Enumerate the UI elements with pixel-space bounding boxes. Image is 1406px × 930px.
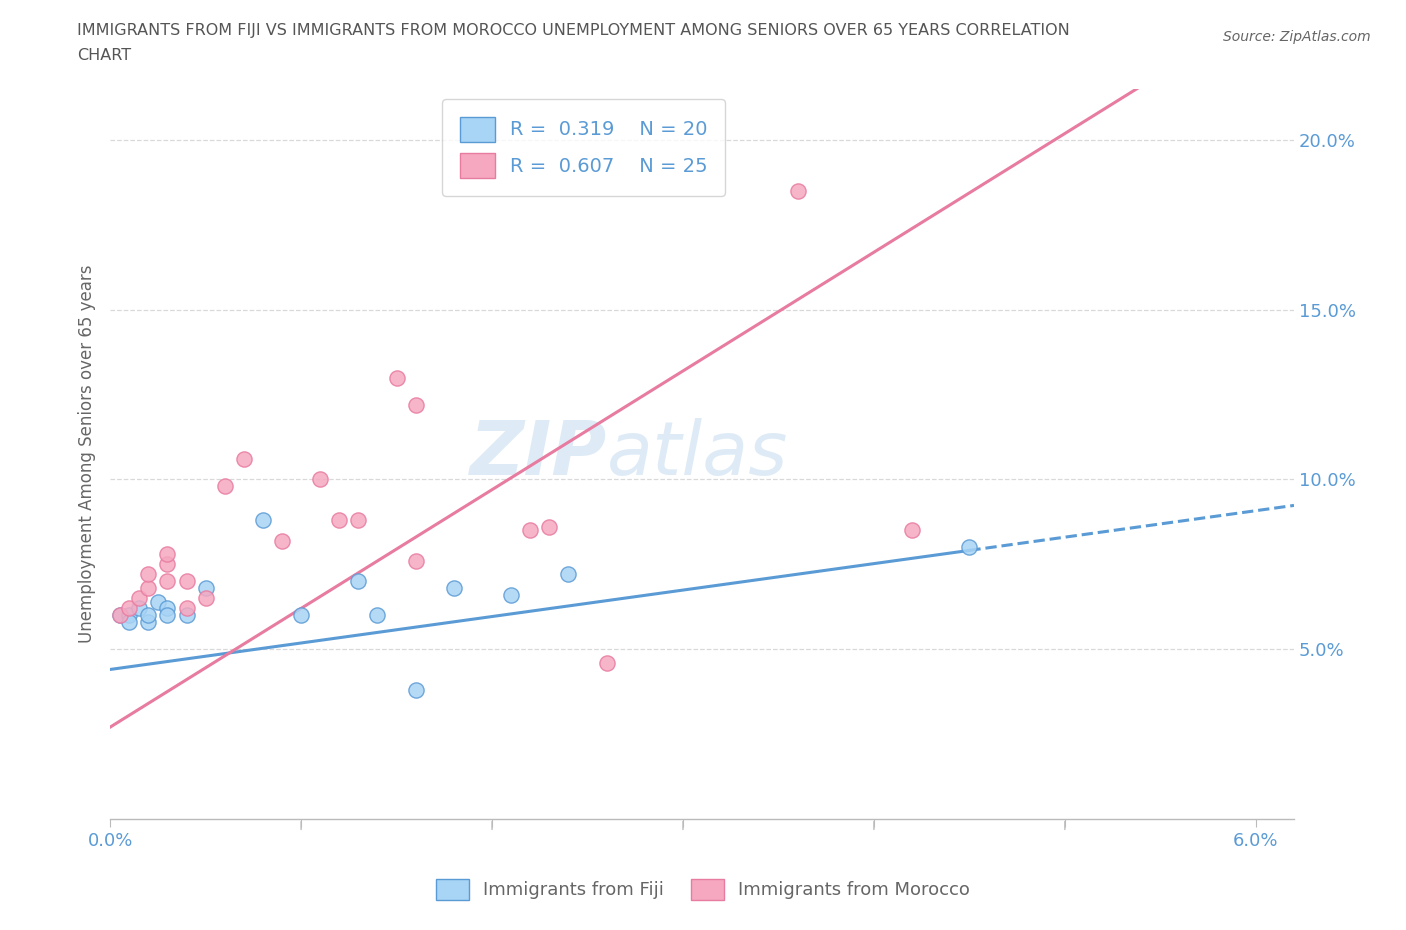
Point: [309, 472, 332, 487]
Point: [443, 580, 465, 595]
Point: [252, 512, 274, 527]
Point: [156, 557, 179, 572]
Point: [957, 540, 980, 555]
Point: [328, 512, 350, 527]
Point: [138, 567, 160, 582]
Text: ZIP: ZIP: [470, 418, 607, 490]
Legend: Immigrants from Fiji, Immigrants from Morocco: Immigrants from Fiji, Immigrants from Mo…: [429, 871, 977, 907]
Point: [405, 553, 427, 568]
Point: [128, 591, 150, 605]
Point: [118, 607, 141, 622]
Point: [176, 601, 198, 616]
Y-axis label: Unemployment Among Seniors over 65 years: Unemployment Among Seniors over 65 years: [79, 265, 96, 644]
Point: [405, 397, 427, 412]
Point: [519, 523, 541, 538]
Point: [385, 370, 408, 385]
Point: [271, 533, 294, 548]
Point: [194, 580, 217, 595]
Point: [405, 683, 427, 698]
Point: [156, 607, 179, 622]
Point: [118, 601, 141, 616]
Point: [347, 574, 370, 589]
Point: [901, 523, 924, 538]
Legend: R =  0.319    N = 20, R =  0.607    N = 25: R = 0.319 N = 20, R = 0.607 N = 25: [441, 100, 725, 195]
Point: [176, 574, 198, 589]
Point: [108, 607, 131, 622]
Point: [156, 574, 179, 589]
Point: [146, 594, 169, 609]
Point: [786, 184, 808, 199]
Text: atlas: atlas: [607, 418, 789, 490]
Point: [214, 479, 236, 494]
Point: [138, 615, 160, 630]
Point: [347, 512, 370, 527]
Text: CHART: CHART: [77, 48, 131, 63]
Text: Source: ZipAtlas.com: Source: ZipAtlas.com: [1223, 30, 1371, 44]
Point: [138, 580, 160, 595]
Point: [156, 547, 179, 562]
Point: [194, 591, 217, 605]
Point: [118, 615, 141, 630]
Point: [156, 601, 179, 616]
Point: [538, 520, 561, 535]
Point: [108, 607, 131, 622]
Point: [138, 607, 160, 622]
Point: [232, 452, 254, 467]
Point: [557, 567, 579, 582]
Point: [290, 607, 312, 622]
Point: [595, 656, 617, 671]
Point: [176, 607, 198, 622]
Point: [366, 607, 388, 622]
Text: IMMIGRANTS FROM FIJI VS IMMIGRANTS FROM MOROCCO UNEMPLOYMENT AMONG SENIORS OVER : IMMIGRANTS FROM FIJI VS IMMIGRANTS FROM …: [77, 23, 1070, 38]
Point: [128, 601, 150, 616]
Point: [501, 588, 523, 603]
